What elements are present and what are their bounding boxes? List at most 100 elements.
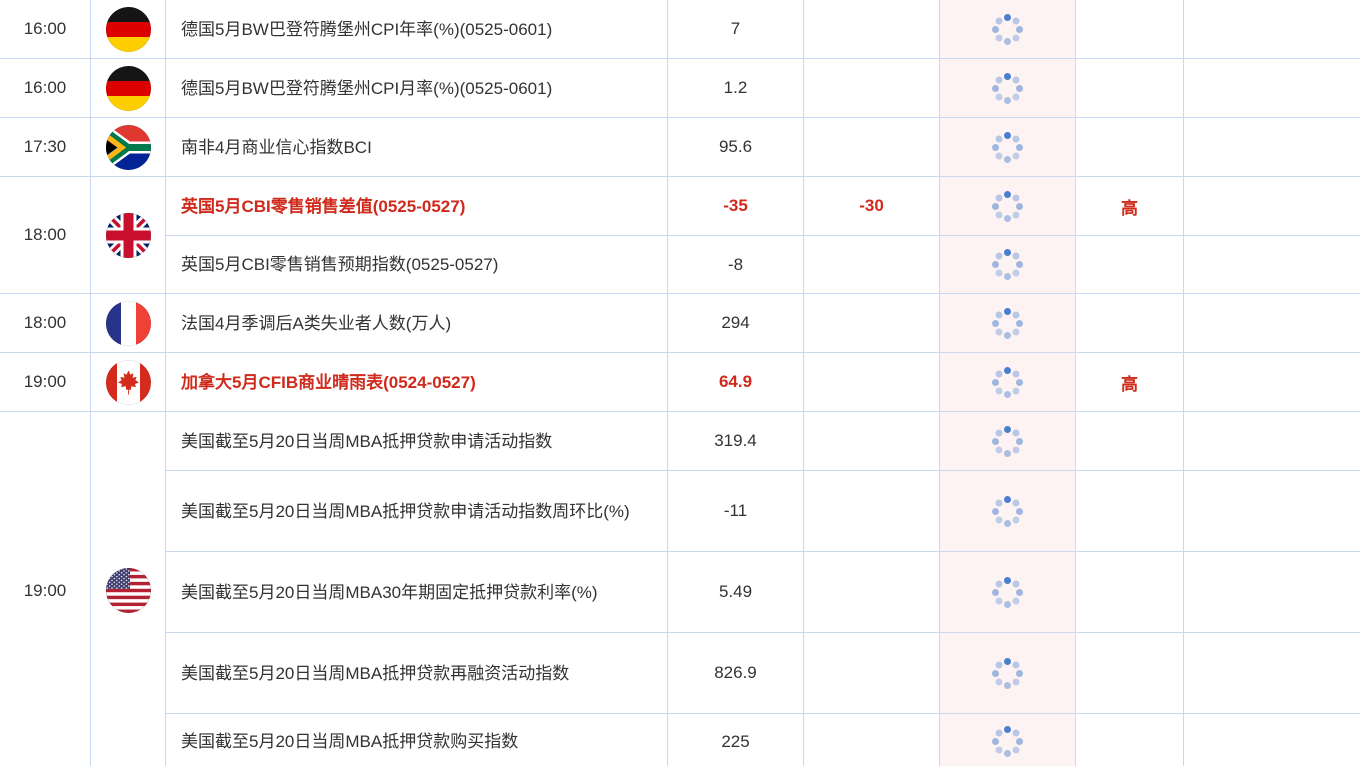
loading-spinner-icon: [990, 423, 1026, 459]
flag-cell: [91, 412, 166, 766]
loading-spinner-icon: [990, 574, 1026, 610]
forecast-value-cell: [804, 353, 940, 411]
event-title: 法国4月季调后A类失业者人数(万人): [166, 294, 668, 352]
time-cell: 19:00: [0, 353, 91, 411]
extra-cell: [1184, 236, 1360, 293]
importance-cell: [1076, 412, 1184, 470]
flag-cell: [91, 59, 166, 117]
event-row[interactable]: 南非4月商业信心指数BCI 95.6: [166, 118, 1360, 176]
actual-value-cell: [940, 353, 1076, 411]
previous-value-cell: 64.9: [668, 353, 804, 411]
time-cell: 16:00: [0, 0, 91, 58]
loading-spinner-icon: [990, 305, 1026, 341]
event-row[interactable]: 美国截至5月20日当周MBA抵押贷款再融资活动指数 826.9: [166, 632, 1360, 713]
loading-spinner-icon: [990, 364, 1026, 400]
importance-cell: [1076, 0, 1184, 58]
actual-value-cell: [940, 294, 1076, 352]
actual-value-cell: [940, 714, 1076, 766]
importance-cell: [1076, 294, 1184, 352]
event-row[interactable]: 美国截至5月20日当周MBA抵押贷款申请活动指数周环比(%) -11: [166, 470, 1360, 551]
loading-spinner-icon: [990, 129, 1026, 165]
event-row[interactable]: 法国4月季调后A类失业者人数(万人) 294: [166, 294, 1360, 352]
event-row[interactable]: 德国5月BW巴登符腾堡州CPI年率(%)(0525-0601) 7: [166, 0, 1360, 58]
flag-germany-icon: [105, 6, 151, 52]
event-row[interactable]: 美国截至5月20日当周MBA抵押贷款购买指数 225: [166, 713, 1360, 766]
previous-value-cell: 7: [668, 0, 804, 58]
loading-spinner-icon: [990, 11, 1026, 47]
loading-spinner-icon: [990, 724, 1026, 760]
event-title: 美国截至5月20日当周MBA抵押贷款申请活动指数周环比(%): [166, 471, 668, 551]
event-group: 16:00 德国5月BW巴登符腾堡州CPI年率(%)(0525-0601) 7: [0, 0, 1360, 59]
event-group: 19:00 美国截至5月20日当周MBA抵押贷款申: [0, 412, 1360, 766]
event-row[interactable]: 美国截至5月20日当周MBA抵押贷款申请活动指数 319.4: [166, 412, 1360, 470]
event-title: 美国截至5月20日当周MBA30年期固定抵押贷款利率(%): [166, 552, 668, 632]
extra-cell: [1184, 552, 1360, 632]
event-title: 英国5月CBI零售销售预期指数(0525-0527): [166, 236, 668, 293]
flag-germany-icon: [105, 65, 151, 111]
event-title: 英国5月CBI零售销售差值(0525-0527): [166, 177, 668, 235]
importance-cell: [1076, 118, 1184, 176]
event-title: 美国截至5月20日当周MBA抵押贷款申请活动指数: [166, 412, 668, 470]
event-group: 18:00 英国5月CBI零售销售差值(0525-0527) -35 -30: [0, 177, 1360, 294]
importance-cell: 高: [1076, 353, 1184, 411]
extra-cell: [1184, 0, 1360, 58]
flag-usa-icon: [105, 568, 151, 613]
event-title: 加拿大5月CFIB商业晴雨表(0524-0527): [166, 353, 668, 411]
previous-value-cell: 826.9: [668, 633, 804, 713]
event-group: 18:00 法国4月季调后A类失业者人数(万人) 294: [0, 294, 1360, 353]
event-row[interactable]: 英国5月CBI零售销售差值(0525-0527) -35 -30 高: [166, 177, 1360, 235]
forecast-value-cell: [804, 633, 940, 713]
importance-cell: [1076, 633, 1184, 713]
extra-cell: [1184, 412, 1360, 470]
flag-france-icon: [105, 300, 151, 346]
event-row[interactable]: 德国5月BW巴登符腾堡州CPI月率(%)(0525-0601) 1.2: [166, 59, 1360, 117]
previous-value-cell: 95.6: [668, 118, 804, 176]
event-group: 16:00 德国5月BW巴登符腾堡州CPI月率(%)(0525-0601) 1.…: [0, 59, 1360, 118]
forecast-value-cell: [804, 412, 940, 470]
previous-value-cell: -11: [668, 471, 804, 551]
event-row[interactable]: 英国5月CBI零售销售预期指数(0525-0527) -8: [166, 235, 1360, 293]
loading-spinner-icon: [990, 188, 1026, 224]
actual-value-cell: [940, 177, 1076, 235]
importance-cell: [1076, 59, 1184, 117]
flag-cell: [91, 353, 166, 411]
event-title: 德国5月BW巴登符腾堡州CPI年率(%)(0525-0601): [166, 0, 668, 58]
forecast-value-cell: [804, 552, 940, 632]
actual-value-cell: [940, 471, 1076, 551]
event-title: 南非4月商业信心指数BCI: [166, 118, 668, 176]
actual-value-cell: [940, 552, 1076, 632]
previous-value-cell: 294: [668, 294, 804, 352]
extra-cell: [1184, 471, 1360, 551]
extra-cell: [1184, 59, 1360, 117]
time-cell: 17:30: [0, 118, 91, 176]
flag-south-africa-icon: [105, 124, 151, 170]
time-cell: 19:00: [0, 412, 91, 766]
previous-value-cell: -8: [668, 236, 804, 293]
actual-value-cell: [940, 633, 1076, 713]
event-row[interactable]: 美国截至5月20日当周MBA30年期固定抵押贷款利率(%) 5.49: [166, 551, 1360, 632]
loading-spinner-icon: [990, 70, 1026, 106]
loading-spinner-icon: [990, 493, 1026, 529]
importance-cell: [1076, 471, 1184, 551]
extra-cell: [1184, 353, 1360, 411]
extra-cell: [1184, 294, 1360, 352]
previous-value-cell: 1.2: [668, 59, 804, 117]
importance-cell: [1076, 236, 1184, 293]
event-title: 美国截至5月20日当周MBA抵押贷款购买指数: [166, 714, 668, 766]
actual-value-cell: [940, 412, 1076, 470]
flag-canada-icon: [105, 359, 151, 405]
previous-value-cell: -35: [668, 177, 804, 235]
event-row[interactable]: 加拿大5月CFIB商业晴雨表(0524-0527) 64.9 高: [166, 353, 1360, 411]
previous-value-cell: 319.4: [668, 412, 804, 470]
actual-value-cell: [940, 0, 1076, 58]
event-title: 美国截至5月20日当周MBA抵押贷款再融资活动指数: [166, 633, 668, 713]
flag-cell: [91, 118, 166, 176]
actual-value-cell: [940, 236, 1076, 293]
loading-spinner-icon: [990, 247, 1026, 283]
forecast-value-cell: [804, 471, 940, 551]
importance-cell: [1076, 714, 1184, 766]
importance-cell: 高: [1076, 177, 1184, 235]
flag-cell: [91, 0, 166, 58]
previous-value-cell: 225: [668, 714, 804, 766]
